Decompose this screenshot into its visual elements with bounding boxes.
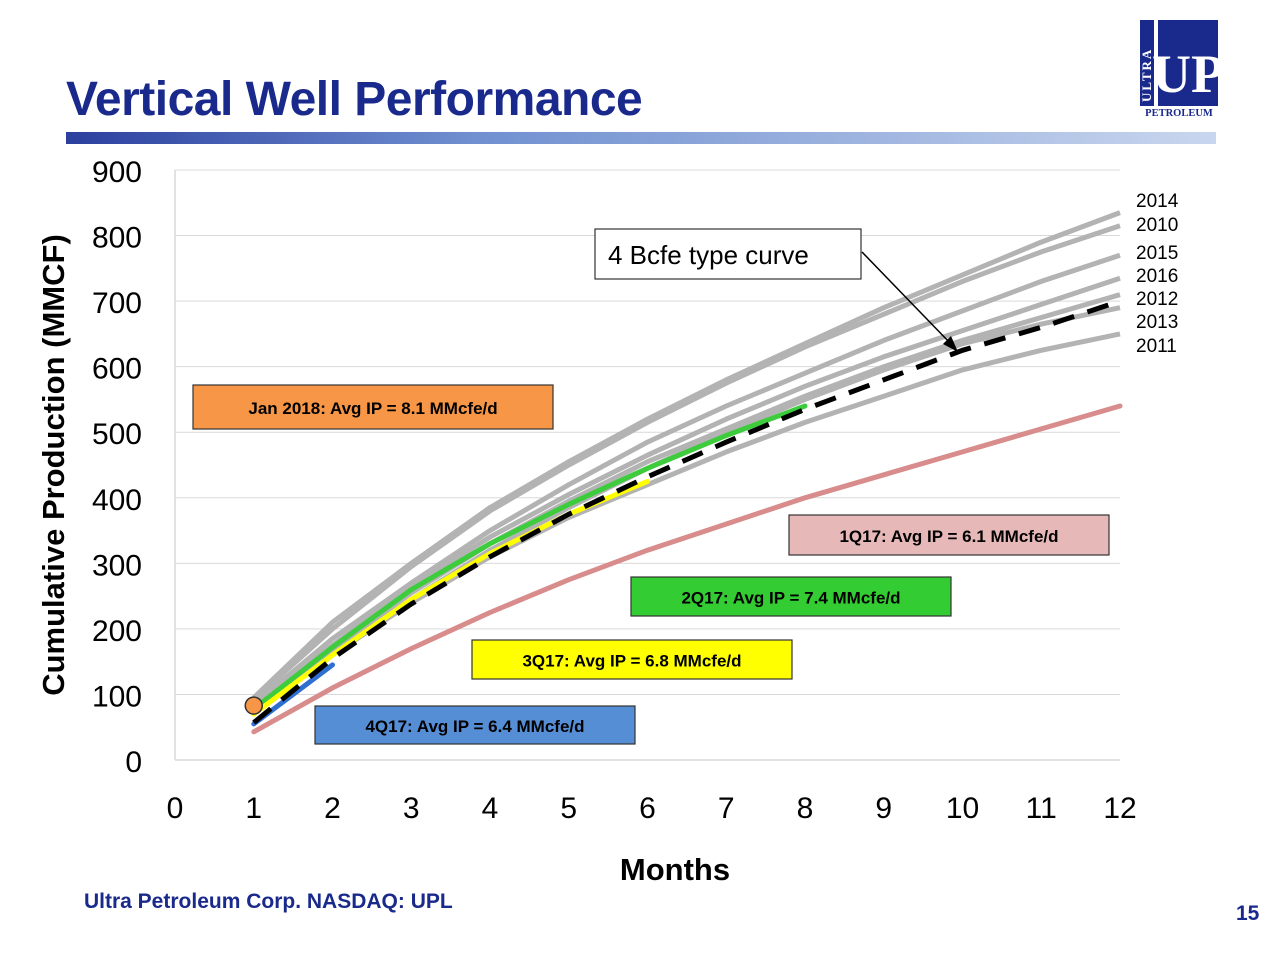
- logo-sub-text: PETROLEUM: [1145, 108, 1213, 119]
- x-tick-label: 0: [167, 792, 184, 825]
- logo-left-band: [1140, 20, 1154, 106]
- annotation-box: [630, 576, 952, 617]
- annotation-label: 2Q17: Avg IP = 7.4 MMcfe/d: [681, 589, 900, 608]
- slide-title: Vertical Well Performance: [66, 73, 643, 126]
- series-line-2Q17: [251, 403, 808, 712]
- x-tick-label: 7: [718, 792, 735, 825]
- type-curve-line: [252, 298, 1121, 725]
- page-number: 15: [1236, 902, 1260, 925]
- annotation-label: Jan 2018: Avg IP = 8.1 MMcfe/d: [248, 399, 497, 418]
- y-tick-label: 300: [92, 549, 142, 582]
- x-tick-label: 9: [875, 792, 892, 825]
- jan-2018-point: [244, 696, 263, 715]
- annotation-label: 3Q17: Avg IP = 6.8 MMcfe/d: [522, 652, 741, 671]
- y-tick-label: 600: [92, 353, 142, 386]
- series-line-2015: [252, 252, 1121, 707]
- y-tick-label: 700: [92, 287, 142, 320]
- callout-label: 4 Bcfe type curve: [608, 240, 809, 270]
- y-tick-label: 900: [92, 156, 142, 189]
- y-axis-title: Cumulative Production (MMCF): [36, 234, 71, 696]
- callout-arrowhead: [943, 336, 958, 352]
- annotation-box: [471, 639, 793, 680]
- x-tick-label: 1: [245, 792, 262, 825]
- x-tick-label: 3: [403, 792, 420, 825]
- logo-main-block: [1158, 20, 1218, 106]
- series-line-2010: [252, 223, 1121, 702]
- y-tick-label: 100: [92, 680, 142, 713]
- annotation-box: [788, 514, 1110, 556]
- annotation-box: [192, 384, 554, 430]
- series-label-2013: 2013: [1136, 312, 1178, 333]
- y-tick-label: 800: [92, 222, 142, 255]
- callout-arrow-line: [861, 251, 953, 346]
- series-line-3Q17: [251, 478, 650, 717]
- series-label-2016: 2016: [1136, 266, 1178, 287]
- logo-vertical-text: ULTRA: [1140, 48, 1154, 102]
- logo-main-text: UP: [1152, 44, 1218, 104]
- annotation-label: 1Q17: Avg IP = 6.1 MMcfe/d: [839, 527, 1058, 546]
- series-label-2010: 2010: [1136, 215, 1178, 236]
- x-tick-label: 11: [1026, 792, 1057, 825]
- series-line-1Q17: [251, 403, 1123, 735]
- x-axis-title: Months: [620, 852, 730, 887]
- x-tick-label: 8: [797, 792, 814, 825]
- y-tick-label: 400: [92, 484, 142, 517]
- y-tick-label: 0: [125, 746, 142, 779]
- callout-box: [594, 228, 862, 280]
- x-tick-label: 6: [639, 792, 656, 825]
- series-label-2015: 2015: [1136, 243, 1178, 264]
- series-line-2014: [252, 210, 1121, 700]
- annotation-label: 4Q17: Avg IP = 6.4 MMcfe/d: [365, 717, 584, 736]
- footer-text: Ultra Petroleum Corp. NASDAQ: UPL: [84, 890, 453, 913]
- annotation-box: [314, 705, 636, 745]
- series-label-2011: 2011: [1136, 336, 1177, 357]
- x-tick-label: 2: [324, 792, 341, 825]
- title-underline-bar: [66, 132, 1216, 144]
- company-logo: ULTRA UP: [1140, 20, 1218, 106]
- x-tick-label: 4: [482, 792, 499, 825]
- series-label-2014: 2014: [1136, 191, 1179, 212]
- y-tick-label: 200: [92, 615, 142, 648]
- y-tick-label: 500: [92, 418, 142, 451]
- series-label-2012: 2012: [1136, 289, 1178, 310]
- x-tick-label: 12: [1103, 792, 1136, 825]
- x-tick-label: 10: [946, 792, 979, 825]
- x-tick-label: 5: [560, 792, 577, 825]
